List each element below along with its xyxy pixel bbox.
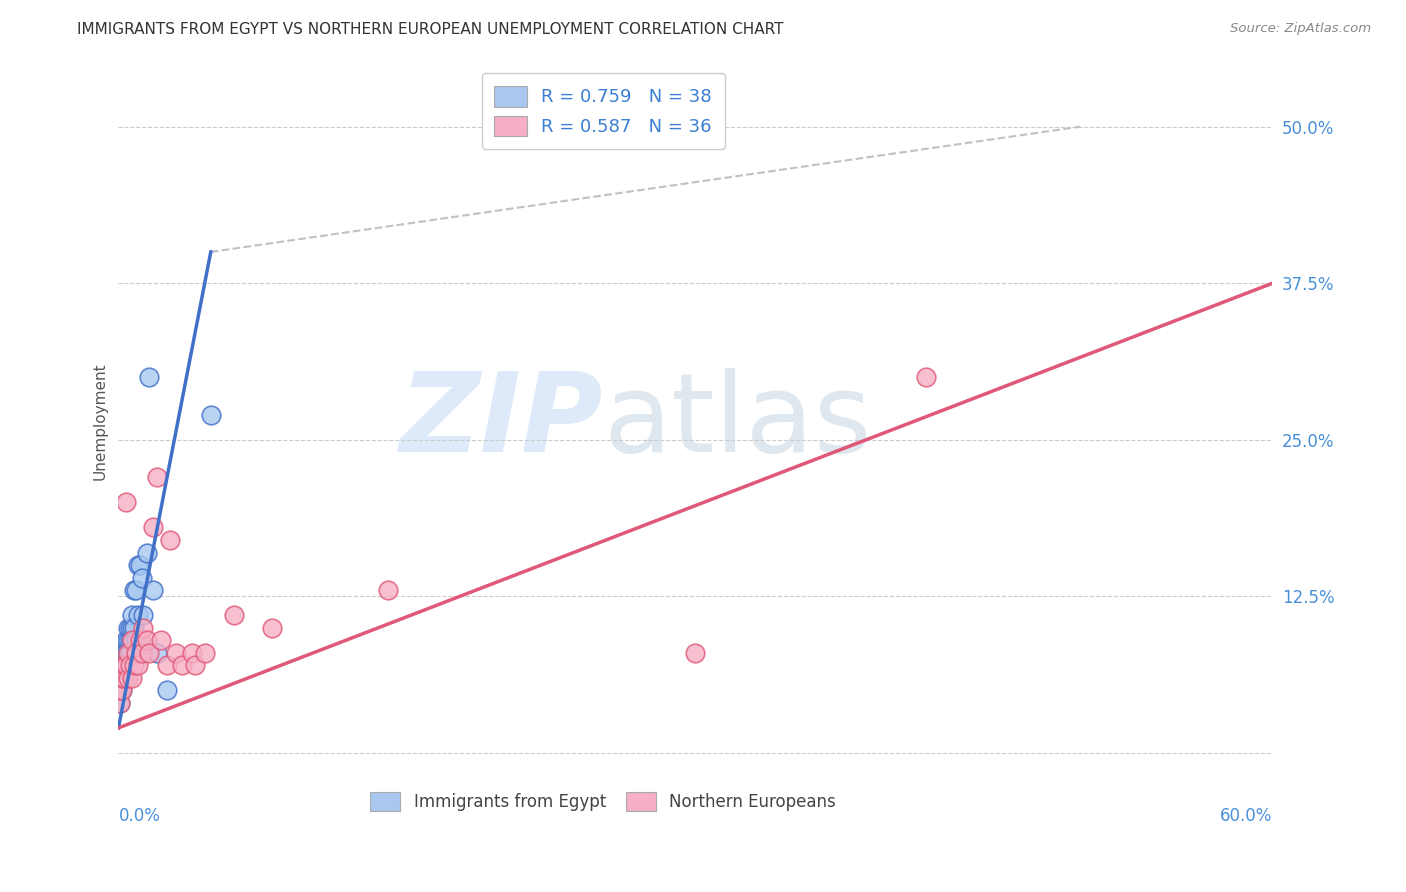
Point: [115, 646, 138, 660]
Point: [115, 658, 138, 673]
Text: ZIP: ZIP: [399, 368, 603, 475]
Point: [112, 671, 135, 685]
Point: [117, 646, 139, 660]
Point: [117, 633, 139, 648]
Point: [111, 683, 134, 698]
Point: [200, 408, 222, 422]
Point: [112, 658, 135, 673]
Point: [112, 646, 135, 660]
Legend: Immigrants from Egypt, Northern Europeans: Immigrants from Egypt, Northern European…: [361, 784, 844, 820]
Point: [222, 608, 245, 623]
Point: [110, 696, 132, 710]
Point: [110, 683, 132, 698]
Point: [121, 608, 143, 623]
Point: [122, 583, 145, 598]
Point: [128, 558, 150, 572]
Point: [115, 633, 138, 648]
Point: [155, 683, 177, 698]
Point: [377, 583, 399, 598]
Point: [131, 646, 153, 660]
Point: [110, 671, 132, 685]
Point: [194, 646, 217, 660]
Point: [122, 621, 145, 635]
Point: [132, 608, 155, 623]
Point: [131, 571, 153, 585]
Point: [136, 545, 159, 559]
Point: [142, 583, 165, 598]
Point: [111, 671, 134, 685]
Text: Source: ZipAtlas.com: Source: ZipAtlas.com: [1230, 22, 1371, 36]
Point: [125, 583, 148, 598]
Point: [127, 558, 149, 572]
Point: [132, 621, 155, 635]
Point: [118, 658, 141, 673]
Text: IMMIGRANTS FROM EGYPT VS NORTHERN EUROPEAN UNEMPLOYMENT CORRELATION CHART: IMMIGRANTS FROM EGYPT VS NORTHERN EUROPE…: [77, 22, 783, 37]
Point: [138, 646, 160, 660]
Point: [111, 658, 134, 673]
Point: [122, 658, 145, 673]
Text: 60.0%: 60.0%: [1220, 806, 1272, 824]
Point: [110, 683, 132, 698]
Point: [146, 470, 169, 484]
Point: [117, 621, 139, 635]
Point: [155, 658, 177, 673]
Point: [121, 671, 143, 685]
Point: [915, 370, 938, 384]
Point: [117, 658, 139, 673]
Point: [118, 621, 141, 635]
Text: atlas: atlas: [603, 368, 872, 475]
Point: [184, 658, 207, 673]
Point: [118, 646, 141, 660]
Point: [121, 633, 143, 648]
Point: [165, 646, 187, 660]
Point: [110, 696, 132, 710]
Point: [117, 671, 139, 685]
Point: [118, 633, 141, 648]
Point: [128, 633, 150, 648]
Point: [121, 621, 143, 635]
Point: [112, 658, 135, 673]
Point: [136, 633, 159, 648]
Point: [115, 495, 138, 509]
Point: [115, 658, 138, 673]
Point: [111, 683, 134, 698]
Point: [685, 646, 707, 660]
Point: [170, 658, 193, 673]
Point: [180, 646, 202, 660]
Point: [112, 671, 135, 685]
Text: 0.0%: 0.0%: [118, 806, 160, 824]
Point: [127, 608, 149, 623]
Point: [111, 671, 134, 685]
Point: [121, 633, 143, 648]
Point: [149, 633, 172, 648]
Y-axis label: Unemployment: Unemployment: [93, 362, 107, 480]
Point: [138, 370, 160, 384]
Point: [262, 621, 284, 635]
Point: [111, 646, 134, 660]
Point: [117, 646, 139, 660]
Point: [146, 646, 169, 660]
Point: [125, 633, 148, 648]
Point: [142, 520, 165, 534]
Point: [159, 533, 181, 547]
Point: [125, 646, 148, 660]
Point: [127, 658, 149, 673]
